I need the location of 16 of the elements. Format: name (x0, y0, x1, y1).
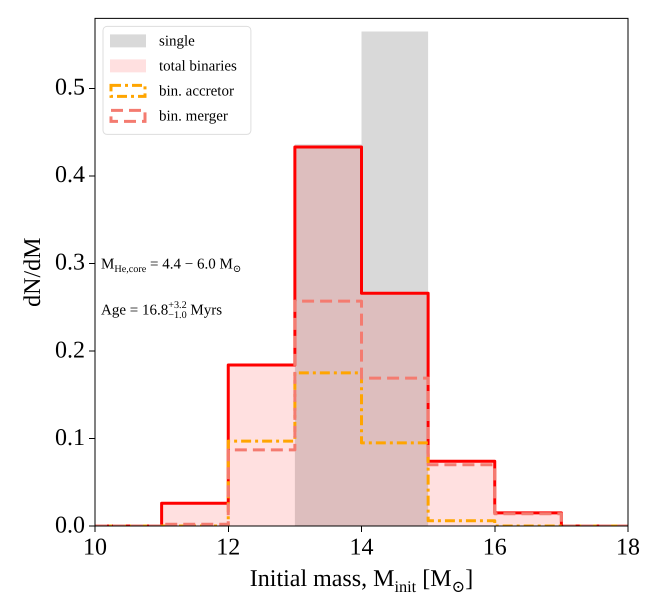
y-tick-label: 0.5 (55, 74, 85, 101)
y-tick-label: 0.2 (55, 337, 85, 364)
x-tick-label: 14 (350, 534, 374, 561)
legend-label: single (159, 33, 196, 50)
legend-label: bin. merger (159, 108, 228, 124)
x-tick-label: 16 (482, 534, 507, 561)
y-tick-label: 0.1 (55, 424, 85, 451)
legend-label: bin. accretor (159, 83, 234, 100)
x-tick-label: 10 (83, 534, 107, 561)
legend-label: total binaries (159, 58, 238, 74)
y-axis-title: dN/dM (20, 238, 46, 307)
x-tick-label: 12 (216, 534, 240, 561)
y-tick-label: 0.3 (55, 250, 85, 276)
y-tick-label: 0.4 (55, 162, 85, 188)
y-tick-label: 0.0 (55, 512, 85, 538)
x-tick-label: 18 (616, 534, 640, 561)
